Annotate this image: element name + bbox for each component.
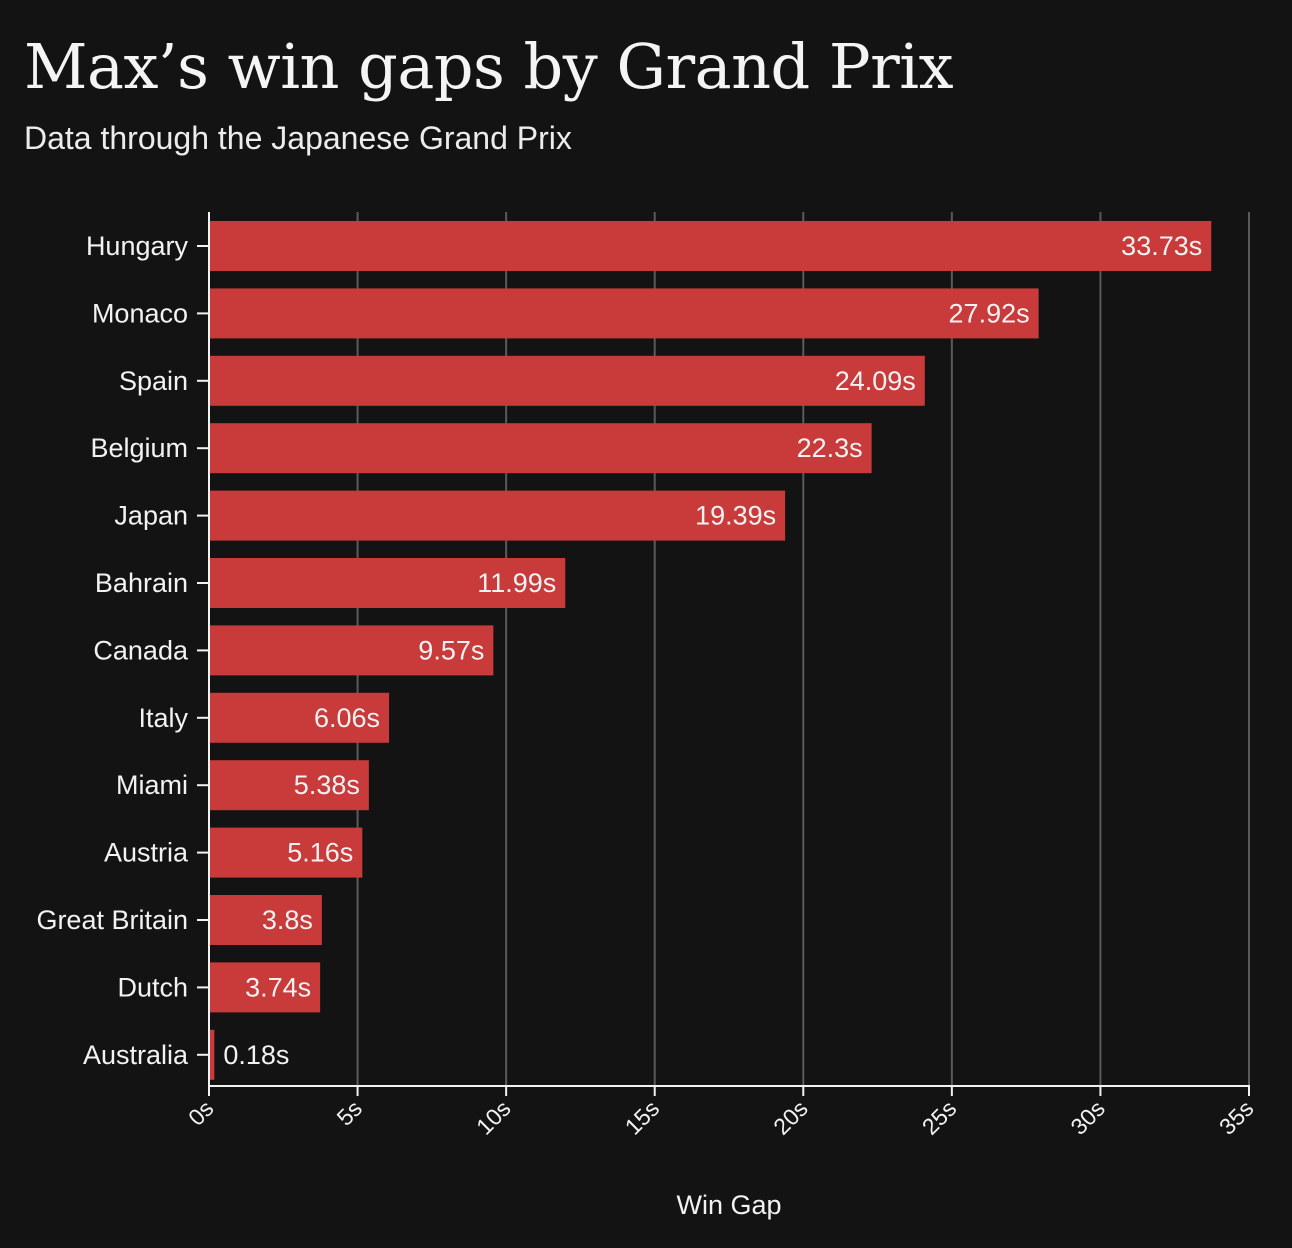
bar: [209, 827, 363, 878]
value-label: 33.73s: [1121, 231, 1202, 261]
bar: [209, 1029, 215, 1080]
x-tick-label: 15s: [620, 1095, 665, 1140]
value-label: 3.8s: [262, 905, 313, 935]
value-label: 5.38s: [294, 770, 360, 800]
x-tick-label: 20s: [768, 1095, 813, 1140]
bars: [209, 221, 1212, 1080]
category-label: Belgium: [90, 433, 188, 463]
value-label: 19.39s: [695, 501, 776, 531]
x-tick-label: 10s: [471, 1095, 516, 1140]
x-tick-label: 25s: [917, 1095, 962, 1140]
category-label: Monaco: [92, 298, 188, 328]
chart-subtitle: Data through the Japanese Grand Prix: [24, 120, 572, 156]
category-label: Austria: [104, 838, 189, 868]
category-label: Italy: [138, 703, 188, 733]
x-tick-label: 30s: [1065, 1095, 1110, 1140]
value-label: 11.99s: [477, 568, 556, 598]
category-label: Japan: [114, 501, 188, 531]
category-label: Hungary: [86, 231, 189, 261]
bar: [209, 760, 369, 811]
bar: [209, 558, 566, 608]
category-label: Australia: [83, 1040, 189, 1070]
axes: [197, 212, 1250, 1096]
chart-title: Max’s win gaps by Grand Prix: [24, 30, 954, 103]
x-tick-label: 35s: [1214, 1095, 1259, 1140]
value-label: 3.74s: [245, 972, 311, 1002]
bar: [209, 221, 1212, 271]
value-label: 9.57s: [418, 635, 484, 665]
bar: [209, 288, 1039, 339]
value-label: 27.92s: [949, 298, 1030, 328]
bar: [209, 962, 321, 1013]
x-tick-label: 5s: [332, 1095, 368, 1131]
category-label: Dutch: [117, 972, 188, 1002]
category-label: Bahrain: [95, 568, 188, 598]
value-label: 0.18s: [223, 1040, 289, 1070]
x-tick-label: 0s: [183, 1095, 219, 1131]
bar: [209, 895, 322, 945]
bar: [209, 355, 925, 406]
value-label: 22.3s: [797, 433, 863, 463]
category-label: Great Britain: [36, 905, 188, 935]
bar: [209, 625, 494, 676]
bar: [209, 490, 786, 541]
bar: [209, 692, 390, 743]
category-label: Spain: [119, 366, 188, 396]
value-label: 6.06s: [314, 703, 380, 733]
x-axis-title: Win Gap: [676, 1190, 781, 1220]
value-label: 5.16s: [287, 838, 353, 868]
value-label: 24.09s: [835, 366, 916, 396]
bar: [209, 423, 872, 474]
category-label: Canada: [93, 635, 189, 665]
category-label: Miami: [116, 770, 188, 800]
